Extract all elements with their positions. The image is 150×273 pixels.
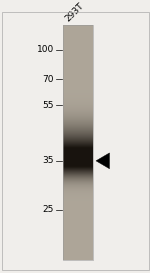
Polygon shape bbox=[96, 153, 110, 169]
Text: 25: 25 bbox=[43, 205, 54, 214]
Text: 70: 70 bbox=[42, 75, 54, 84]
Text: 100: 100 bbox=[37, 46, 54, 55]
Text: 35: 35 bbox=[42, 156, 54, 165]
Text: 293T: 293T bbox=[64, 1, 86, 24]
Text: 55: 55 bbox=[42, 101, 54, 110]
Bar bbox=[63, 25, 93, 260]
